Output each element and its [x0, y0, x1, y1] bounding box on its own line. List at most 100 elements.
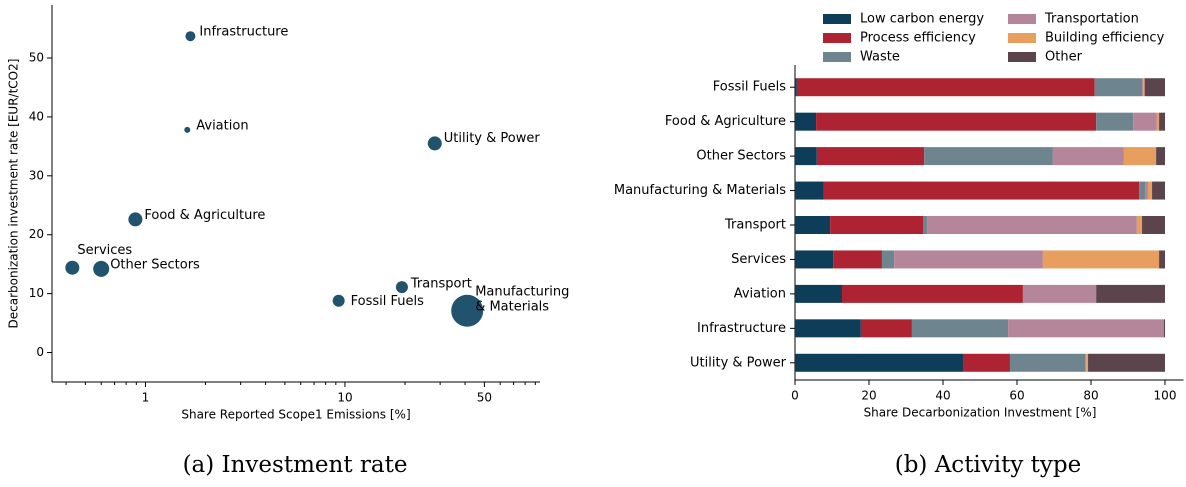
bar-segment	[1086, 353, 1089, 372]
point-label: Aviation	[196, 118, 248, 133]
point	[128, 212, 143, 227]
x-tick-label: 1	[142, 391, 150, 405]
legend-swatch	[823, 52, 851, 62]
bar-segment	[795, 353, 963, 372]
bar-segment	[796, 78, 1095, 97]
point-label: Infrastructure	[199, 25, 288, 40]
y-axis-label: Decarbonization investment rate [EUR/tCO…	[7, 59, 21, 329]
bar-segment	[1163, 319, 1165, 338]
point	[395, 281, 408, 294]
bar-segment	[1123, 147, 1157, 166]
bar-segment	[860, 319, 912, 338]
x-axis-label: Share Reported Scope1 Emissions [%]	[181, 408, 410, 422]
y-tick-label: Other Sectors	[696, 149, 786, 164]
legend-label: Building efficiency	[1045, 31, 1165, 46]
y-tick-label: Utility & Power	[690, 355, 787, 370]
y-tick-label: Food & Agriculture	[665, 114, 786, 129]
bar-segment	[1159, 112, 1165, 131]
bar-segment	[795, 216, 831, 234]
x-tick-label: 50	[477, 391, 492, 405]
x-tick-label: 100	[1154, 389, 1177, 403]
bar-segment	[911, 319, 1009, 338]
bar-segment	[795, 112, 817, 131]
bar-segment	[924, 147, 1053, 166]
bar-segment	[1088, 353, 1165, 372]
legend-swatch	[823, 14, 851, 24]
y-tick-label: Manufacturing & Materials	[614, 183, 786, 198]
point-label-line: Manufacturing	[475, 284, 569, 299]
y-tick-label: 40	[29, 109, 44, 123]
bar-segment	[1085, 353, 1087, 372]
bar-segment	[1008, 319, 1164, 338]
bar-segment	[833, 250, 882, 269]
bar-segment	[795, 147, 817, 166]
bar-segment	[1147, 181, 1153, 200]
legend-label: Other	[1045, 50, 1083, 65]
caption: (a) Investment rate	[183, 452, 408, 478]
x-axis-label: Share Decarbonization Investment [%]	[864, 406, 1097, 420]
bar-segment	[1009, 353, 1086, 372]
bar-segment	[1022, 284, 1097, 303]
bar-segment	[1139, 181, 1146, 200]
bar-segment	[1133, 112, 1157, 131]
legend-swatch	[1008, 14, 1036, 24]
y-tick-label: Infrastructure	[697, 321, 786, 336]
legend-label: Transportation	[1044, 12, 1139, 27]
x-tick-label: 80	[1083, 389, 1098, 403]
bar-segment	[1143, 78, 1145, 97]
bar-segment	[795, 181, 824, 200]
bar-segment	[881, 250, 895, 269]
bar-segment	[795, 319, 861, 338]
bar-segment	[795, 250, 834, 269]
caption: (b) Activity type	[895, 452, 1082, 478]
point-label: Other Sectors	[110, 257, 200, 272]
bar-segment	[1156, 147, 1165, 166]
bar-segment	[1094, 78, 1143, 97]
bar-segment	[795, 284, 842, 303]
y-tick-label: Fossil Fuels	[713, 80, 786, 95]
x-tick-label: 60	[1009, 389, 1024, 403]
y-tick-label: 10	[29, 286, 44, 300]
bar-segment	[894, 250, 1043, 269]
y-tick-label: 20	[29, 227, 44, 241]
bar-segment	[1136, 216, 1143, 234]
bar-segment	[1144, 78, 1165, 97]
x-tick-label: 0	[791, 389, 799, 403]
point-label: Manufacturing & Materials	[475, 284, 569, 314]
point	[65, 260, 80, 275]
legend-swatch	[1008, 52, 1036, 62]
legend-label: Process efficiency	[860, 31, 976, 46]
x-tick-label: 40	[935, 389, 950, 403]
point	[184, 126, 191, 133]
x-tick-label: 20	[861, 389, 876, 403]
bar-segment	[962, 353, 1010, 372]
bar-segment	[1096, 112, 1134, 131]
point	[451, 294, 484, 327]
bar-segment	[1042, 250, 1160, 269]
point	[427, 136, 442, 151]
legend-swatch	[823, 33, 851, 43]
x-tick-label: 10	[337, 391, 352, 405]
point-label: Services	[77, 243, 132, 258]
bar-segment	[830, 216, 924, 234]
y-tick-label: Aviation	[734, 286, 786, 301]
bar-segment	[816, 112, 1097, 131]
point	[93, 260, 110, 277]
bar-segment	[823, 181, 1140, 200]
point-label: Food & Agriculture	[144, 208, 265, 223]
bar-segment	[1152, 181, 1165, 200]
bar-segment	[841, 284, 1023, 303]
bar-segment	[1096, 284, 1165, 303]
y-tick-label: 0	[36, 345, 44, 359]
point	[332, 294, 345, 307]
bar-segment	[927, 216, 1137, 234]
legend-label: Waste	[860, 50, 900, 65]
point	[185, 31, 196, 42]
point-label-line: & Materials	[475, 299, 549, 314]
bar-segment	[1142, 216, 1165, 234]
y-tick-label: 50	[29, 51, 44, 65]
bar-segment	[923, 216, 928, 234]
bar-segment	[1142, 78, 1144, 97]
legend-swatch	[1008, 33, 1036, 43]
